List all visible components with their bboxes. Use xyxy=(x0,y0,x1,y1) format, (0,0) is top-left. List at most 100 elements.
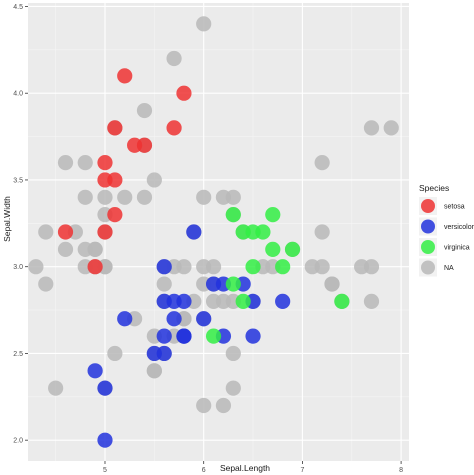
data-point-NA xyxy=(205,293,222,309)
series-setosa xyxy=(57,68,192,275)
data-point-NA xyxy=(205,259,222,275)
data-point-versicolor xyxy=(166,311,182,327)
data-points xyxy=(28,16,399,448)
y-tick-label: 4.5 xyxy=(13,4,23,11)
data-point-versicolor xyxy=(186,224,202,240)
data-point-versicolor xyxy=(245,328,261,344)
data-point-NA xyxy=(225,380,241,396)
data-point-versicolor xyxy=(196,311,212,327)
data-point-virginica xyxy=(265,207,281,223)
axis-tick-labels: 5 6 7 8 2.0 2.5 3.0 3.5 4.0 4.5 xyxy=(13,4,403,474)
data-point-NA xyxy=(48,380,64,396)
data-point-NA xyxy=(196,397,212,414)
legend-swatch xyxy=(421,199,435,213)
data-point-NA xyxy=(314,155,330,171)
axis-ticks xyxy=(25,6,402,464)
data-point-NA xyxy=(38,276,54,292)
data-point-NA xyxy=(136,102,153,119)
data-point-NA xyxy=(314,224,330,240)
data-point-versicolor xyxy=(156,293,172,309)
legend-label: setosa xyxy=(444,204,465,211)
legend-label: versicolor xyxy=(444,224,474,231)
data-point-setosa xyxy=(127,137,143,153)
y-tick-label: 3.0 xyxy=(13,264,23,271)
data-point-versicolor xyxy=(87,363,103,379)
data-point-setosa xyxy=(87,259,103,275)
data-point-NA xyxy=(28,259,44,275)
data-point-NA xyxy=(314,259,330,275)
data-point-NA xyxy=(38,224,54,240)
legend-item-NA: NA xyxy=(419,258,454,277)
data-point-NA xyxy=(136,189,153,205)
data-point-NA xyxy=(215,397,232,414)
legend-label: virginica xyxy=(444,245,470,252)
data-point-virginica xyxy=(265,241,281,257)
legend-swatch xyxy=(421,240,435,254)
data-point-NA xyxy=(363,120,380,136)
data-point-NA xyxy=(87,241,103,257)
data-point-NA xyxy=(117,189,133,205)
legend-item-versicolor: versicolor xyxy=(419,217,474,236)
series-versicolor xyxy=(87,224,291,448)
data-point-virginica xyxy=(235,293,251,309)
data-point-setosa xyxy=(176,85,192,101)
legend-swatch xyxy=(421,260,435,275)
data-point-virginica xyxy=(275,259,291,275)
legend-swatch xyxy=(421,219,435,234)
data-point-NA xyxy=(225,345,241,362)
data-point-setosa xyxy=(107,120,123,136)
data-point-versicolor xyxy=(176,293,192,309)
x-tick-label: 5 xyxy=(103,467,107,474)
legend-item-virginica: virginica xyxy=(419,238,470,256)
y-axis-title: Sepal.Width xyxy=(2,196,12,242)
data-point-virginica xyxy=(255,224,271,240)
data-point-versicolor xyxy=(156,328,172,344)
x-axis-title: Sepal.Length xyxy=(220,463,270,473)
data-point-setosa xyxy=(117,68,133,84)
y-tick-label: 2.0 xyxy=(13,438,23,445)
data-point-virginica xyxy=(225,207,241,223)
data-point-NA xyxy=(97,189,113,205)
data-point-versicolor xyxy=(156,259,172,275)
legend-label: NA xyxy=(444,265,454,272)
data-point-virginica xyxy=(245,259,261,275)
legend-title: Species xyxy=(419,183,449,193)
y-tick-label: 3.5 xyxy=(13,177,23,184)
legend: Species setosa versicolor virginica NA xyxy=(419,183,474,277)
data-point-NA xyxy=(354,259,370,275)
data-point-virginica xyxy=(225,276,241,292)
data-point-NA xyxy=(324,276,340,292)
data-point-versicolor xyxy=(117,311,133,327)
data-point-virginica xyxy=(235,224,251,240)
y-tick-label: 2.5 xyxy=(13,351,23,358)
data-point-NA xyxy=(57,155,74,171)
data-point-NA xyxy=(77,155,93,171)
data-point-NA xyxy=(156,276,172,292)
data-point-versicolor xyxy=(156,345,172,362)
data-point-setosa xyxy=(97,155,113,171)
legend-item-setosa: setosa xyxy=(419,197,465,215)
data-point-versicolor xyxy=(97,380,113,396)
data-point-versicolor xyxy=(97,432,113,448)
data-point-setosa xyxy=(166,120,182,136)
y-tick-label: 4.0 xyxy=(13,91,23,98)
x-tick-label: 6 xyxy=(202,467,206,474)
plot-panel xyxy=(28,3,409,461)
data-point-NA xyxy=(363,293,380,309)
data-point-setosa xyxy=(107,207,123,223)
data-point-versicolor xyxy=(176,328,192,344)
data-point-setosa xyxy=(97,172,113,188)
data-point-setosa xyxy=(97,224,113,240)
data-point-NA xyxy=(107,345,123,362)
x-tick-label: 8 xyxy=(399,467,403,474)
data-point-NA xyxy=(146,172,162,188)
data-point-setosa xyxy=(57,224,74,240)
series-virginica xyxy=(205,207,350,344)
data-point-NA xyxy=(196,16,212,32)
x-tick-label: 7 xyxy=(300,467,304,474)
data-point-virginica xyxy=(284,241,301,257)
data-point-NA xyxy=(225,189,241,205)
data-point-NA xyxy=(146,363,162,379)
data-point-NA xyxy=(383,120,399,136)
